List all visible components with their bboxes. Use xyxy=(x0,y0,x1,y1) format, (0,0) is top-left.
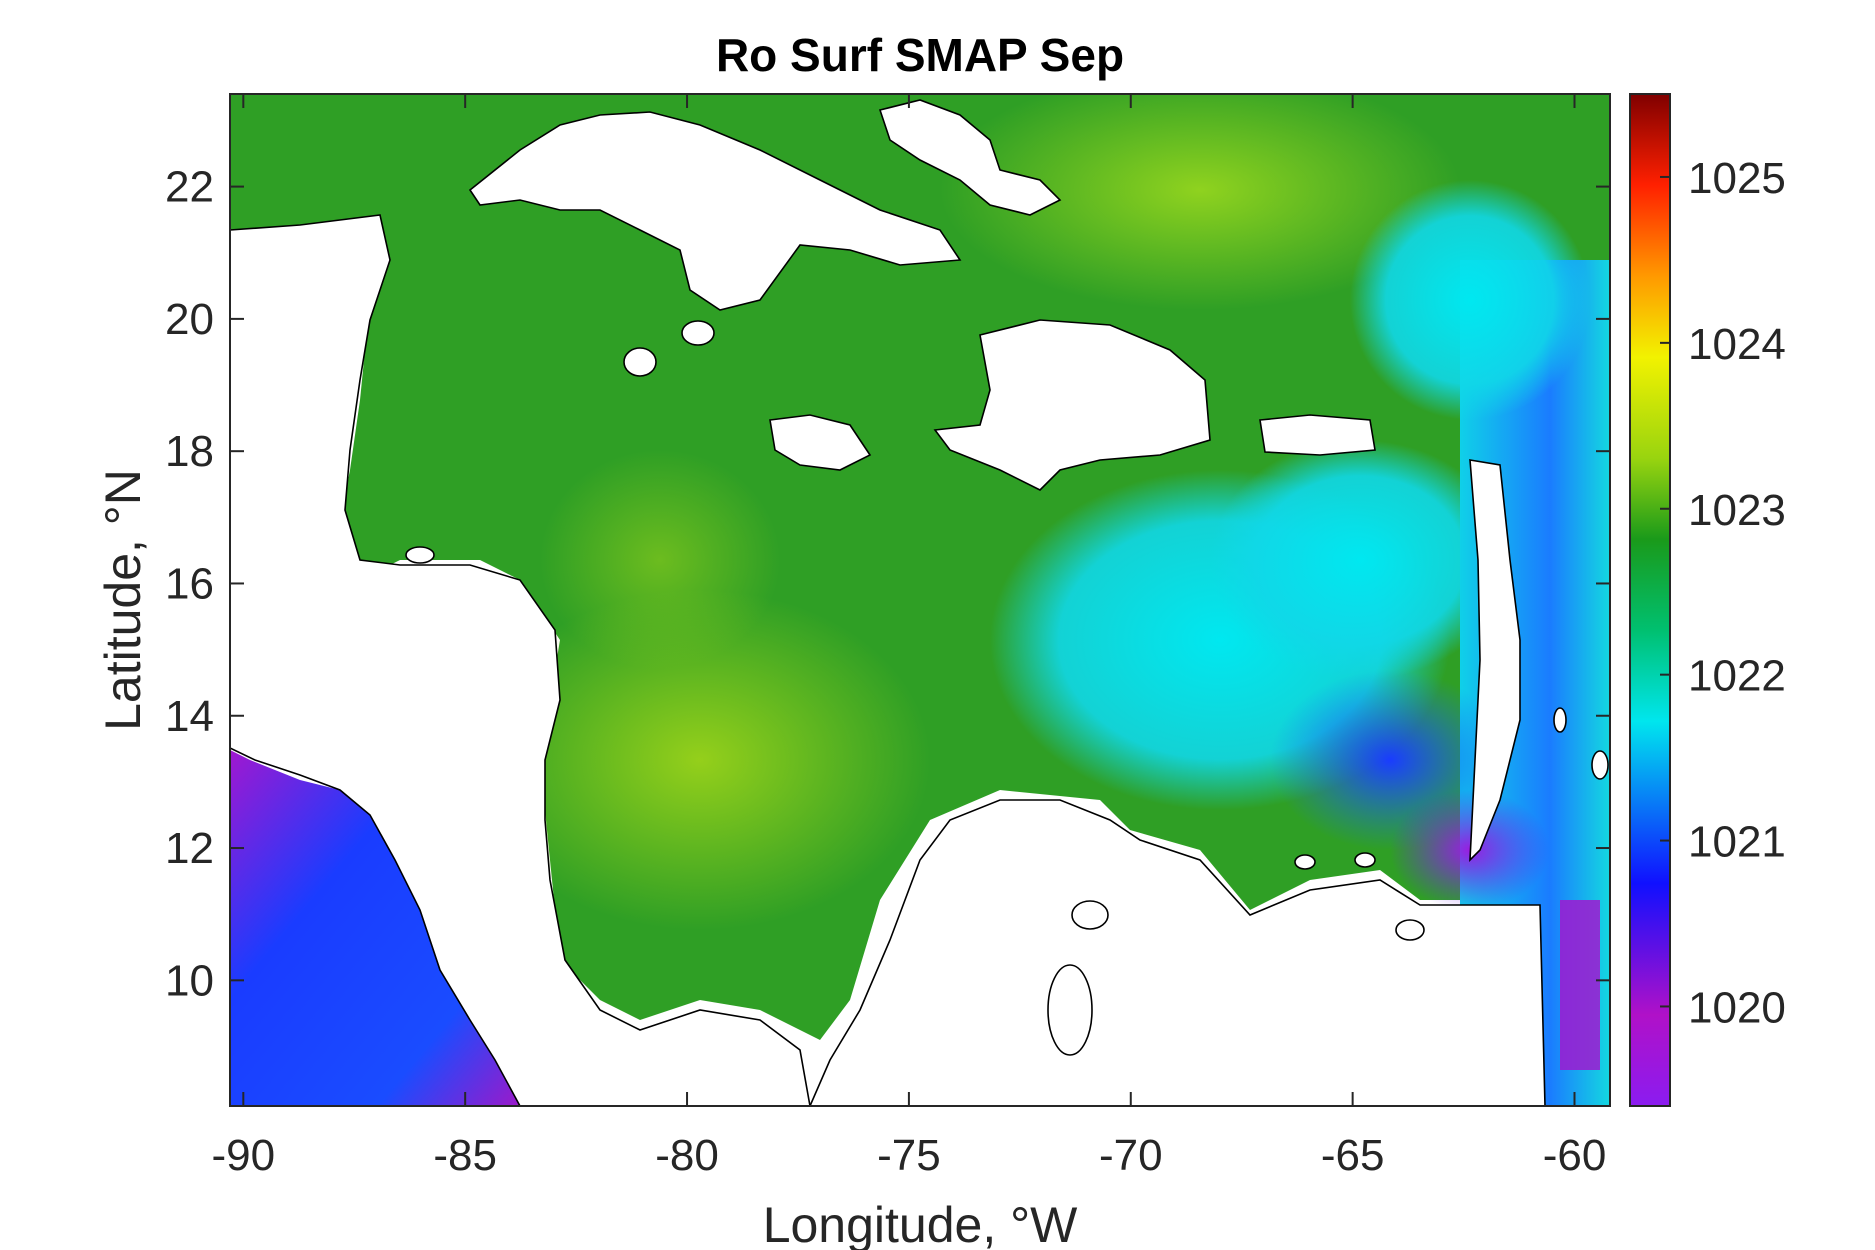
colorbar-ticks: 1020 1021 1022 1023 1024 1025 xyxy=(1660,154,1786,1032)
land-cuba xyxy=(468,111,962,311)
field-region-atlantic-north xyxy=(940,94,1460,310)
axes-box xyxy=(229,93,1611,1107)
colorbar-tick-label: 1021 xyxy=(1688,818,1786,867)
x-tick-label: -90 xyxy=(212,1131,276,1180)
land-bahamas xyxy=(878,99,1062,216)
y-tick-label: 10 xyxy=(165,956,214,1005)
colorbar-tick-label: 1020 xyxy=(1688,983,1786,1032)
y-tick-label: 18 xyxy=(165,427,214,476)
x-axis-label: Longitude, °W xyxy=(763,1197,1078,1250)
x-tick-label: -80 xyxy=(655,1131,719,1180)
land-central-america xyxy=(230,214,811,1106)
y-tick-label: 20 xyxy=(165,295,214,344)
colorbar-tick-label: 1022 xyxy=(1688,652,1786,701)
x-tick-label: -60 xyxy=(1543,1131,1607,1180)
y-tick-label: 14 xyxy=(165,692,214,741)
y-axis-ticks: 10 12 14 16 18 20 22 xyxy=(165,163,1610,1005)
land-jamaica xyxy=(769,414,872,471)
y-tick-label: 22 xyxy=(165,163,214,212)
colorbar-tick-label: 1024 xyxy=(1688,320,1786,369)
land-south-america xyxy=(809,799,1546,1106)
field-region-pacific xyxy=(230,750,525,1106)
land-lesser-antilles xyxy=(1469,459,1521,863)
y-tick-label: 12 xyxy=(165,824,214,873)
land-puerto-rico xyxy=(1259,414,1376,456)
colorbar xyxy=(1629,93,1671,1107)
land-masses xyxy=(230,99,1609,1106)
land-hispaniola xyxy=(933,319,1211,491)
map-title: Ro Surf SMAP Sep xyxy=(716,29,1124,81)
x-tick-label: -70 xyxy=(1099,1131,1163,1180)
colorbar-tick-label: 1025 xyxy=(1688,154,1786,203)
x-tick-label: -75 xyxy=(877,1131,941,1180)
x-tick-label: -85 xyxy=(433,1131,497,1180)
colorbar-tick-label: 1023 xyxy=(1688,486,1786,535)
field-region-colombian-basin xyxy=(470,590,930,930)
y-tick-label: 16 xyxy=(165,559,214,608)
y-axis-label: Latitude, °N xyxy=(95,469,151,731)
x-axis-ticks: -90 -85 -80 -75 -70 -65 -60 xyxy=(212,94,1607,1180)
x-tick-label: -65 xyxy=(1321,1131,1385,1180)
salinity-field xyxy=(230,94,1610,1106)
